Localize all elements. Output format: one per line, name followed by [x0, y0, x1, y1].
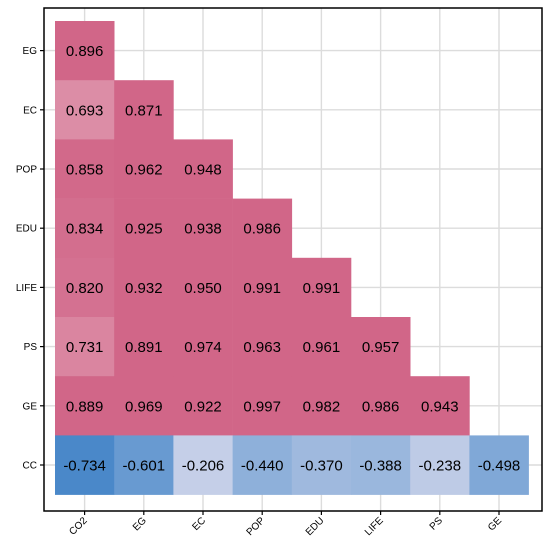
- heatmap-cell-ge-co2: [55, 376, 115, 436]
- cell-value-label: 0.889: [66, 398, 104, 415]
- cell-value-label: 0.896: [66, 43, 104, 60]
- cell-value-label: -0.440: [241, 458, 284, 475]
- heatmap-cell-pop-eg: [114, 139, 174, 199]
- heatmap-cell-ge-ec: [173, 376, 233, 436]
- heatmap-cell-cc-ps: [410, 435, 470, 495]
- x-tick-label-ec: EC: [191, 515, 209, 533]
- cell-value-label: -0.238: [419, 458, 462, 475]
- cell-value-label: -0.601: [123, 458, 166, 475]
- x-tick-label-pop: POP: [245, 515, 268, 538]
- cell-value-label: 0.938: [184, 221, 222, 238]
- cell-value-label: 0.991: [243, 280, 281, 297]
- cell-value-label: 0.871: [125, 102, 163, 119]
- heatmap-cell-edu-ec: [173, 198, 233, 259]
- cell-value-label: 0.950: [184, 280, 222, 297]
- heatmap-cell-ps-pop: [232, 317, 293, 377]
- cell-value-label: 0.932: [125, 280, 163, 297]
- cell-value-label: -0.498: [478, 458, 521, 475]
- heatmap-cell-ec-eg: [114, 80, 174, 140]
- cell-value-label: 0.982: [303, 398, 341, 415]
- heatmap-cell-eg-co2: [55, 21, 115, 81]
- heatmap-cell-pop-ec: [173, 139, 233, 199]
- heatmap-cell-cc-pop: [232, 435, 293, 495]
- cell-value-label: 0.834: [66, 221, 104, 238]
- cell-value-label: -0.388: [359, 458, 402, 475]
- cell-value-label: 0.986: [362, 398, 400, 415]
- y-tick-label-ps: PS: [24, 342, 38, 353]
- heatmap-cell-cc-ec: [173, 435, 233, 495]
- heatmap-cell-ge-ps: [410, 376, 470, 436]
- heatmap-cell-ge-pop: [232, 376, 293, 436]
- y-tick-label-life: LIFE: [16, 283, 37, 294]
- x-tick-label-ge: GE: [486, 515, 504, 533]
- y-tick-label-ge: GE: [23, 401, 38, 412]
- cell-value-label: 0.986: [243, 221, 281, 238]
- heatmap-cells: 0.896 0.693 0.871 0.858 0.962 0.948 0.834 0.925…: [55, 21, 529, 495]
- heatmap-cell-ps-life: [351, 317, 411, 377]
- heatmap-cell-cc-eg: [114, 435, 174, 495]
- cell-value-label: -0.370: [300, 458, 343, 475]
- heatmap-cell-ge-edu: [291, 376, 352, 436]
- cell-value-label: 0.997: [243, 398, 281, 415]
- heatmap-cell-edu-co2: [55, 198, 115, 259]
- heatmap-cell-edu-eg: [114, 198, 174, 259]
- heatmap-cell-life-edu: [291, 257, 352, 318]
- cell-value-label: 0.991: [303, 280, 341, 297]
- heatmap-cell-cc-edu: [291, 435, 352, 495]
- heatmap-cell-cc-life: [351, 435, 411, 495]
- cell-value-label: 0.962: [125, 162, 163, 179]
- y-tick-label-ec: EC: [23, 105, 37, 116]
- x-tick-label-ps: PS: [428, 515, 445, 532]
- cell-value-label: 0.820: [66, 280, 104, 297]
- x-tick-label-life: LIFE: [363, 515, 386, 538]
- cell-value-label: -0.734: [63, 458, 106, 475]
- heatmap-cell-cc-co2: [55, 435, 115, 495]
- x-tick-label-eg: EG: [131, 515, 149, 533]
- cell-value-label: 0.891: [125, 339, 163, 356]
- heatmap-cell-ps-eg: [114, 317, 174, 377]
- cell-value-label: 0.925: [125, 221, 163, 238]
- plot-frame: [43, 7, 543, 512]
- heatmap-cell-ps-ec: [173, 317, 233, 377]
- cell-value-label: -0.206: [182, 458, 225, 475]
- y-tick-label-cc: CC: [23, 461, 37, 472]
- cell-value-label: 0.948: [184, 162, 222, 179]
- x-tick-label-co2: CO2: [67, 515, 90, 538]
- heatmap-cell-cc-ge: [469, 435, 529, 495]
- heatmap-cell-life-pop: [232, 257, 293, 318]
- cell-value-label: 0.693: [66, 102, 104, 119]
- x-tick-label-edu: EDU: [304, 515, 327, 538]
- y-tick-label-edu: EDU: [16, 224, 37, 235]
- y-tick-label-eg: EG: [23, 46, 38, 57]
- cell-value-label: 0.969: [125, 398, 163, 415]
- cell-value-label: 0.731: [66, 339, 104, 356]
- cell-value-label: 0.963: [243, 339, 281, 356]
- heatmap-cell-ps-co2: [55, 317, 115, 377]
- heatmap-cell-ge-eg: [114, 376, 174, 436]
- cell-value-label: 0.858: [66, 162, 104, 179]
- cell-value-label: 0.974: [184, 339, 222, 356]
- cell-value-label: 0.922: [184, 398, 222, 415]
- heatmap-cell-edu-pop: [232, 198, 293, 259]
- heatmap-cell-ec-co2: [55, 80, 115, 140]
- heatmap-cell-life-eg: [114, 257, 174, 318]
- heatmap-cell-life-ec: [173, 257, 233, 318]
- heatmap-cell-ps-edu: [291, 317, 352, 377]
- heatmap-cell-ge-life: [351, 376, 411, 436]
- heatmap-cell-life-co2: [55, 257, 115, 318]
- cell-value-label: 0.943: [421, 398, 459, 415]
- cell-value-label: 0.961: [303, 339, 341, 356]
- cell-value-label: 0.957: [362, 339, 400, 356]
- y-tick-label-pop: POP: [16, 165, 37, 176]
- heatmap-cell-pop-co2: [55, 139, 115, 199]
